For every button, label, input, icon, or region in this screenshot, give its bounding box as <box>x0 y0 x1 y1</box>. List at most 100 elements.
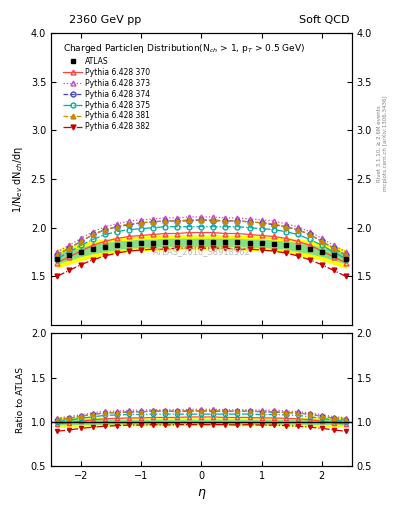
Pythia 6.428 370 <box>307 242 312 248</box>
Pythia 6.428 381 <box>127 221 132 227</box>
Pythia 6.428 382 <box>320 262 324 268</box>
Pythia 6.428 370 <box>151 231 156 238</box>
Text: Charged Particleη Distribution(N$_{ch}$ > 1, p$_T$ > 0.5 GeV): Charged Particleη Distribution(N$_{ch}$ … <box>63 42 305 55</box>
Pythia 6.428 382 <box>175 245 180 251</box>
Pythia 6.428 375 <box>343 255 348 262</box>
ATLAS <box>151 240 156 246</box>
Pythia 6.428 375 <box>79 242 84 248</box>
Legend: ATLAS, Pythia 6.428 370, Pythia 6.428 373, Pythia 6.428 374, Pythia 6.428 375, P: ATLAS, Pythia 6.428 370, Pythia 6.428 37… <box>61 55 153 134</box>
Pythia 6.428 381 <box>79 238 84 244</box>
Pythia 6.428 370 <box>199 229 204 236</box>
Pythia 6.428 373 <box>163 215 168 221</box>
Pythia 6.428 370 <box>259 232 264 239</box>
Pythia 6.428 382 <box>163 246 168 252</box>
Pythia 6.428 374 <box>139 220 144 226</box>
Pythia 6.428 374 <box>259 220 264 226</box>
Pythia 6.428 370 <box>67 254 72 260</box>
Text: 2360 GeV pp: 2360 GeV pp <box>69 14 141 25</box>
Pythia 6.428 375 <box>235 224 240 230</box>
Pythia 6.428 381 <box>103 226 108 232</box>
Pythia 6.428 381 <box>67 245 72 251</box>
Pythia 6.428 382 <box>247 246 252 252</box>
Pythia 6.428 381 <box>211 217 216 223</box>
Text: mcplots.cern.ch [arXiv:1306.3436]: mcplots.cern.ch [arXiv:1306.3436] <box>383 96 387 191</box>
Pythia 6.428 381 <box>259 220 264 226</box>
Pythia 6.428 370 <box>235 230 240 237</box>
Text: ATLAS_2010_S8918562: ATLAS_2010_S8918562 <box>152 247 250 257</box>
Pythia 6.428 375 <box>175 224 180 230</box>
Pythia 6.428 373 <box>271 218 276 224</box>
Pythia 6.428 375 <box>67 249 72 255</box>
Pythia 6.428 382 <box>223 245 228 251</box>
ATLAS <box>79 249 84 255</box>
Pythia 6.428 375 <box>151 225 156 231</box>
Pythia 6.428 375 <box>187 224 192 230</box>
ATLAS <box>307 246 312 252</box>
Pythia 6.428 374 <box>283 224 288 230</box>
Line: Pythia 6.428 374: Pythia 6.428 374 <box>55 218 348 258</box>
Pythia 6.428 381 <box>331 245 336 251</box>
ATLAS <box>235 239 240 245</box>
Pythia 6.428 382 <box>139 247 144 253</box>
Pythia 6.428 374 <box>199 217 204 223</box>
Pythia 6.428 374 <box>187 218 192 224</box>
Pythia 6.428 373 <box>283 221 288 227</box>
Line: Pythia 6.428 373: Pythia 6.428 373 <box>55 215 348 254</box>
Pythia 6.428 370 <box>343 260 348 266</box>
Line: ATLAS: ATLAS <box>55 240 348 261</box>
ATLAS <box>211 239 216 245</box>
Pythia 6.428 370 <box>211 229 216 236</box>
Pythia 6.428 381 <box>307 231 312 238</box>
Pythia 6.428 375 <box>223 224 228 230</box>
Pythia 6.428 375 <box>163 224 168 230</box>
Pythia 6.428 375 <box>283 228 288 234</box>
Pythia 6.428 382 <box>211 245 216 251</box>
ATLAS <box>247 240 252 246</box>
ATLAS <box>295 244 300 250</box>
Pythia 6.428 382 <box>67 267 72 273</box>
Pythia 6.428 375 <box>247 225 252 231</box>
Pythia 6.428 375 <box>139 226 144 232</box>
Pythia 6.428 381 <box>247 219 252 225</box>
Pythia 6.428 374 <box>91 231 95 238</box>
Pythia 6.428 374 <box>343 252 348 258</box>
ATLAS <box>127 241 132 247</box>
Pythia 6.428 373 <box>151 216 156 222</box>
Pythia 6.428 370 <box>55 260 59 266</box>
Pythia 6.428 375 <box>331 249 336 255</box>
Pythia 6.428 382 <box>151 246 156 252</box>
Pythia 6.428 370 <box>295 238 300 244</box>
ATLAS <box>91 246 95 252</box>
Pythia 6.428 374 <box>103 226 108 232</box>
Pythia 6.428 373 <box>91 228 95 234</box>
Pythia 6.428 370 <box>91 242 95 248</box>
Pythia 6.428 375 <box>271 226 276 232</box>
Pythia 6.428 382 <box>283 250 288 256</box>
Pythia 6.428 374 <box>223 218 228 224</box>
Pythia 6.428 373 <box>331 242 336 248</box>
Pythia 6.428 375 <box>307 236 312 242</box>
Pythia 6.428 373 <box>115 221 119 227</box>
Pythia 6.428 370 <box>247 231 252 238</box>
Pythia 6.428 375 <box>103 231 108 238</box>
Pythia 6.428 373 <box>247 216 252 222</box>
Pythia 6.428 382 <box>187 245 192 251</box>
ATLAS <box>271 241 276 247</box>
Pythia 6.428 381 <box>139 220 144 226</box>
Pythia 6.428 370 <box>271 233 276 240</box>
ATLAS <box>331 252 336 258</box>
Pythia 6.428 381 <box>295 226 300 232</box>
Pythia 6.428 381 <box>163 218 168 224</box>
Pythia 6.428 370 <box>79 248 84 254</box>
Pythia 6.428 373 <box>79 236 84 242</box>
Pythia 6.428 381 <box>283 224 288 230</box>
ATLAS <box>175 239 180 245</box>
Pythia 6.428 381 <box>343 252 348 258</box>
ATLAS <box>67 252 72 258</box>
Pythia 6.428 382 <box>235 246 240 252</box>
Pythia 6.428 373 <box>127 218 132 224</box>
Pythia 6.428 373 <box>307 228 312 234</box>
Pythia 6.428 370 <box>103 238 108 244</box>
Pythia 6.428 382 <box>55 273 59 280</box>
Line: Pythia 6.428 370: Pythia 6.428 370 <box>55 230 348 265</box>
